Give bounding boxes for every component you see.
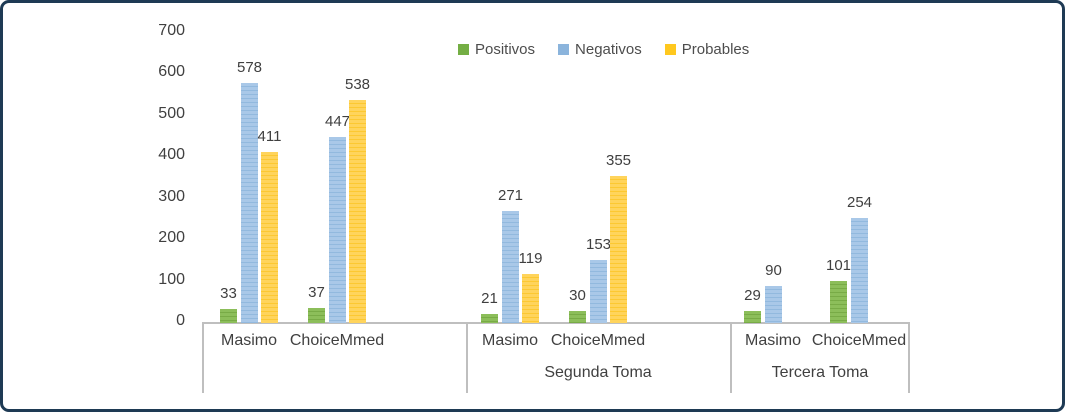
bar-positivos-choicemmed-group1 <box>308 308 325 323</box>
axis-group-box <box>730 322 910 393</box>
bar-value-label: 90 <box>765 262 782 279</box>
bar-positivos-choicemmed-group2 <box>569 311 586 323</box>
category-label-masimo: Masimo <box>481 332 538 349</box>
group-label-tercera-toma: Tercera Toma <box>771 364 869 381</box>
category-label-masimo: Masimo <box>220 332 277 349</box>
legend-item-negativos: Negativos <box>558 42 642 57</box>
bar-positivos-masimo-group1 <box>220 309 237 323</box>
bar-value-label: 119 <box>518 250 543 267</box>
bar-value-label: 37 <box>308 284 325 301</box>
category-label-masimo: Masimo <box>744 332 801 349</box>
legend-swatch-icon <box>664 44 676 55</box>
category-label-choicemmed: ChoiceMmed <box>289 332 385 349</box>
bar-negativos-masimo-group2 <box>502 211 519 323</box>
bar-value-label: 355 <box>605 152 632 169</box>
bar-value-label: 254 <box>846 194 873 211</box>
y-axis-tick-label: 0 <box>176 312 185 329</box>
bar-value-label: 21 <box>481 290 498 307</box>
bar-negativos-choicemmed-group2 <box>590 260 607 323</box>
y-axis-tick-label: 100 <box>158 270 185 288</box>
bar-negativos-choicemmed-group1 <box>329 137 346 323</box>
bar-probables-masimo-group1 <box>261 152 278 323</box>
bar-positivos-masimo-group3 <box>744 311 761 323</box>
y-axis-tick-label: 600 <box>158 63 185 80</box>
legend-label: Negativos <box>575 41 642 58</box>
y-axis-tick-label: 300 <box>158 187 185 205</box>
legend-swatch-icon <box>558 44 570 55</box>
bar-value-label: 101 <box>825 257 852 274</box>
axis-group-box <box>202 322 466 393</box>
bar-negativos-masimo-group1 <box>241 83 258 323</box>
y-axis-tick-label: 200 <box>158 229 185 246</box>
category-label-choicemmed: ChoiceMmed <box>811 332 907 349</box>
y-axis-tick-label: 500 <box>158 104 185 122</box>
bar-value-label: 33 <box>220 285 237 302</box>
legend-item-positivos: Positivos <box>458 42 535 57</box>
axis-group-box <box>466 322 730 393</box>
legend-item-probables: Probables <box>664 41 750 58</box>
y-axis-tick-label: 400 <box>158 146 185 163</box>
bar-probables-masimo-group2 <box>522 274 539 323</box>
bar-value-label: 411 <box>257 128 282 145</box>
bar-value-label: 447 <box>324 113 351 130</box>
bar-value-label: 271 <box>497 187 524 204</box>
bar-value-label: 29 <box>744 287 761 304</box>
legend-label: Probables <box>681 41 750 58</box>
bar-value-label: 153 <box>585 236 612 253</box>
chart-legend: Positivos Negativos Probables <box>458 42 749 57</box>
bar-negativos-masimo-group3 <box>765 286 782 323</box>
category-label-choicemmed: ChoiceMmed <box>550 332 646 349</box>
legend-swatch-icon <box>458 44 469 55</box>
bar-positivos-choicemmed-group3 <box>830 281 847 323</box>
group-label-segunda-toma: Segunda Toma <box>544 364 652 381</box>
bar-negativos-choicemmed-group3 <box>851 218 868 323</box>
bar-value-label: 578 <box>236 59 263 76</box>
bar-positivos-masimo-group2 <box>481 314 498 323</box>
bar-probables-choicemmed-group2 <box>610 176 627 323</box>
legend-label: Positivos <box>475 41 536 58</box>
bar-value-label: 538 <box>344 76 371 93</box>
y-axis-tick-label: 700 <box>158 21 185 39</box>
bar-probables-choicemmed-group1 <box>349 100 366 323</box>
bar-value-label: 30 <box>569 287 586 304</box>
